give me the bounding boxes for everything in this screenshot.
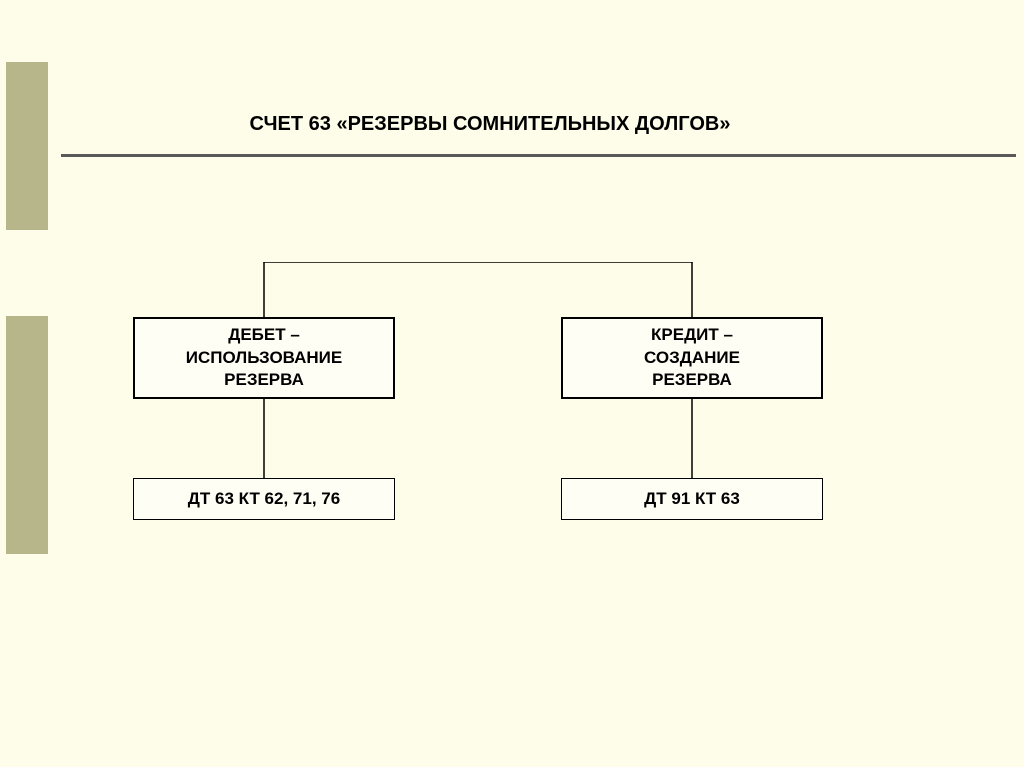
page-title: СЧЕТ 63 «РЕЗЕРВЫ СОМНИТЕЛЬНЫХ ДОЛГОВ» xyxy=(205,113,775,136)
sidebar-block-top xyxy=(6,62,48,230)
box-debit: ДЕБЕТ –ИСПОЛЬЗОВАНИЕРЕЗЕРВА xyxy=(133,317,395,399)
sidebar-block-bottom xyxy=(6,316,48,554)
box-dt91: ДТ 91 КТ 63 xyxy=(561,478,823,520)
title-underline xyxy=(61,154,1016,157)
box-dt63: ДТ 63 КТ 62, 71, 76 xyxy=(133,478,395,520)
box-credit: КРЕДИТ –СОЗДАНИЕРЕЗЕРВА xyxy=(561,317,823,399)
